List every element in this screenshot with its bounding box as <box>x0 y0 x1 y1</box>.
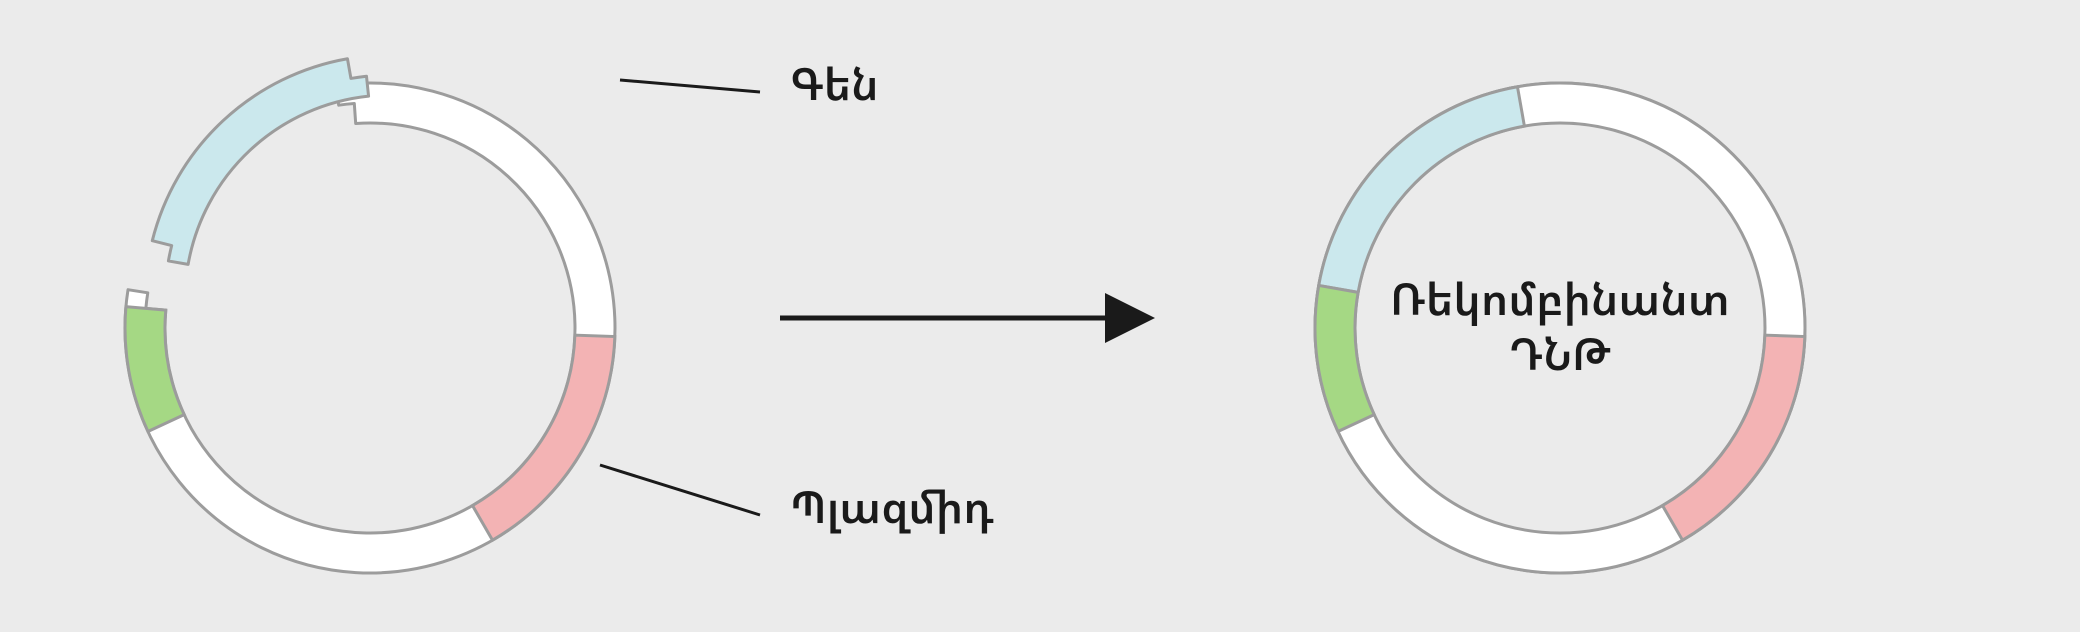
recombinant-label-line2: ԴՆԹ <box>1509 323 1611 383</box>
gene-label: Գեն <box>790 53 879 113</box>
recombinant-label-line1: Ռեկոմբինանտ <box>1390 268 1730 328</box>
plasmid-label: Պլազմիդ <box>790 476 994 536</box>
